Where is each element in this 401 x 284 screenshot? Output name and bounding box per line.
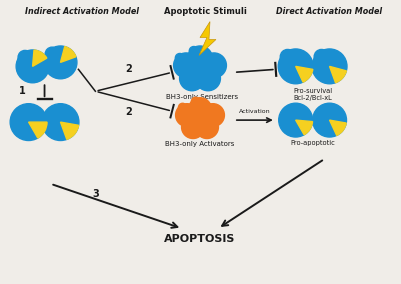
Polygon shape bbox=[199, 22, 216, 55]
Circle shape bbox=[178, 103, 187, 112]
Circle shape bbox=[188, 98, 211, 121]
Circle shape bbox=[184, 115, 193, 124]
Circle shape bbox=[196, 116, 219, 139]
Text: Direct Activation Model: Direct Activation Model bbox=[276, 7, 383, 16]
Circle shape bbox=[42, 104, 79, 141]
Text: BH3-only Activators: BH3-only Activators bbox=[165, 141, 235, 147]
Circle shape bbox=[180, 66, 205, 91]
Circle shape bbox=[18, 51, 32, 64]
Wedge shape bbox=[296, 66, 313, 82]
Wedge shape bbox=[32, 50, 47, 66]
Text: 3: 3 bbox=[92, 189, 99, 199]
Text: 1: 1 bbox=[19, 86, 26, 96]
Circle shape bbox=[44, 46, 77, 79]
Wedge shape bbox=[61, 47, 76, 62]
Circle shape bbox=[176, 104, 198, 127]
Text: BH3-only Sensitizers: BH3-only Sensitizers bbox=[166, 94, 238, 100]
Text: 2: 2 bbox=[125, 64, 132, 74]
Circle shape bbox=[10, 104, 47, 141]
Circle shape bbox=[197, 66, 206, 75]
Wedge shape bbox=[28, 122, 47, 138]
Text: 2: 2 bbox=[125, 107, 132, 117]
Circle shape bbox=[201, 53, 227, 78]
Circle shape bbox=[16, 50, 49, 83]
Circle shape bbox=[198, 115, 207, 124]
Circle shape bbox=[313, 103, 346, 137]
Circle shape bbox=[312, 49, 347, 84]
Circle shape bbox=[189, 47, 198, 55]
Text: Activation: Activation bbox=[239, 109, 271, 114]
Circle shape bbox=[191, 97, 200, 106]
Circle shape bbox=[174, 53, 198, 78]
Circle shape bbox=[314, 49, 329, 64]
Circle shape bbox=[196, 66, 221, 91]
Text: Indirect Activation Model: Indirect Activation Model bbox=[25, 7, 140, 16]
Circle shape bbox=[201, 104, 225, 127]
Circle shape bbox=[181, 66, 190, 75]
Circle shape bbox=[278, 49, 313, 84]
Circle shape bbox=[175, 53, 184, 62]
Text: Pro-apoptotic: Pro-apoptotic bbox=[290, 140, 335, 146]
Circle shape bbox=[182, 116, 205, 139]
Text: APOPTOSIS: APOPTOSIS bbox=[164, 233, 236, 244]
Circle shape bbox=[205, 103, 213, 112]
Wedge shape bbox=[330, 120, 346, 135]
Wedge shape bbox=[61, 122, 79, 139]
Wedge shape bbox=[330, 66, 346, 83]
Circle shape bbox=[203, 53, 212, 62]
Text: Apoptotic Stimuli: Apoptotic Stimuli bbox=[164, 7, 247, 16]
Circle shape bbox=[279, 103, 313, 137]
Circle shape bbox=[188, 46, 213, 71]
Circle shape bbox=[280, 49, 295, 64]
Circle shape bbox=[45, 47, 59, 61]
Text: Pro-survival
Bcl-2/Bcl-xL: Pro-survival Bcl-2/Bcl-xL bbox=[293, 88, 332, 101]
Wedge shape bbox=[296, 120, 312, 135]
